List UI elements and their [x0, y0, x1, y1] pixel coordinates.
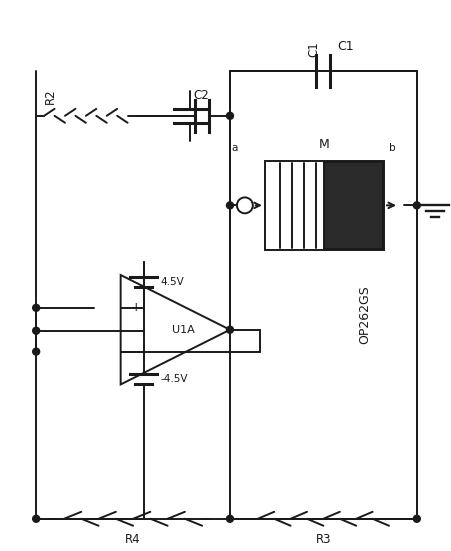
Text: R3: R3 [315, 533, 331, 545]
Circle shape [412, 515, 419, 522]
Text: R2: R2 [44, 88, 57, 104]
Bar [264, 160, 383, 250]
Circle shape [32, 348, 40, 355]
Circle shape [226, 326, 233, 333]
Text: C2: C2 [193, 89, 209, 102]
Circle shape [32, 304, 40, 311]
Text: C1: C1 [306, 41, 319, 57]
Text: b: b [388, 143, 395, 153]
Text: 4.5V: 4.5V [160, 277, 184, 287]
Text: -4.5V: -4.5V [160, 375, 188, 385]
Circle shape [226, 112, 233, 119]
Text: a: a [231, 143, 238, 153]
Circle shape [32, 327, 40, 334]
Text: M: M [318, 138, 329, 150]
Text: OP262GS: OP262GS [357, 285, 370, 344]
Text: C1: C1 [337, 40, 353, 53]
Text: R4: R4 [125, 533, 141, 545]
Circle shape [32, 515, 40, 522]
Circle shape [226, 202, 233, 209]
Bar [324, 161, 382, 249]
Circle shape [412, 202, 419, 209]
Bar [230, 71, 416, 519]
Circle shape [226, 515, 233, 522]
Text: −: − [130, 344, 142, 359]
Text: +: + [130, 301, 141, 314]
Text: U1A: U1A [171, 325, 194, 334]
